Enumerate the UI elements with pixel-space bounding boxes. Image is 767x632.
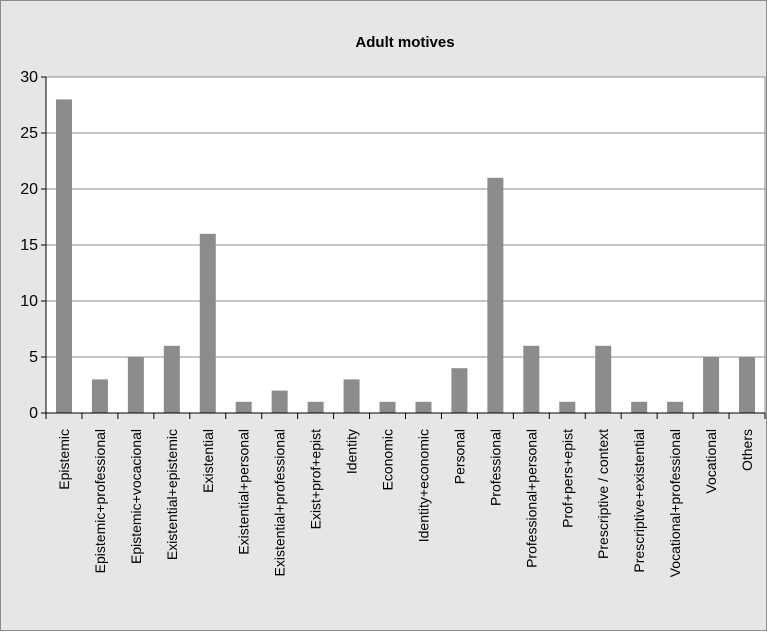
x-category-label: Epistemic+professional [92, 429, 108, 573]
bar [379, 401, 396, 413]
y-tick-label: 30 [20, 69, 38, 86]
y-tick-label: 15 [20, 237, 38, 254]
bar [307, 401, 324, 413]
axes [41, 76, 766, 419]
bar [55, 99, 72, 414]
y-axis-tick-labels: 0 5 10 15 20 25 30 [20, 69, 38, 422]
y-tick-label: 10 [20, 293, 38, 310]
x-axis-category-labels: Epistemic Epistemic+professional Epistemic… [56, 429, 755, 577]
x-category-label: Existential [200, 429, 216, 493]
bar [127, 357, 144, 413]
bar [271, 390, 288, 413]
bar [523, 345, 540, 413]
x-category-label: Economic [380, 429, 396, 490]
x-category-label: Epistemic+vocacional [128, 429, 144, 564]
x-category-label: Personal [451, 429, 467, 484]
bar [199, 233, 216, 413]
bar [703, 357, 720, 413]
bar [163, 345, 180, 413]
x-category-label: Prescriptive / context [595, 429, 611, 559]
bar [595, 345, 612, 413]
x-category-label: Identity+economic [415, 429, 431, 542]
chart-title: Adult motives [355, 34, 454, 51]
y-tick-label: 25 [20, 125, 38, 142]
bar [343, 379, 360, 413]
x-category-label: Prescriptive+existential [631, 429, 647, 573]
x-category-label: Epistemic [56, 429, 72, 490]
bar [739, 357, 756, 413]
x-category-label: Prof+pers+epist [559, 429, 575, 528]
x-category-label: Professional+personal [523, 429, 539, 568]
y-tick-label: 5 [29, 349, 38, 366]
x-category-label: Existential+epistemic [164, 429, 180, 560]
bar [487, 177, 504, 413]
y-tick-label: 0 [29, 405, 38, 422]
x-category-label: Exist+prof+epist [308, 429, 324, 529]
bar [235, 401, 252, 413]
x-category-label: Vocational+professional [667, 429, 683, 577]
bar [667, 401, 684, 413]
y-tick-label: 20 [20, 181, 38, 198]
bars [55, 99, 756, 414]
x-category-label: Existential+professional [272, 429, 288, 576]
x-category-label: Others [739, 429, 755, 471]
bar [559, 401, 576, 413]
bar [631, 401, 648, 413]
bar [91, 379, 108, 413]
x-category-label: Vocational [703, 429, 719, 494]
bar [415, 401, 432, 413]
x-category-label: Identity [344, 429, 360, 474]
x-category-label: Professional [487, 429, 503, 506]
x-category-label: Existential+personal [236, 429, 252, 555]
bar [451, 368, 468, 413]
